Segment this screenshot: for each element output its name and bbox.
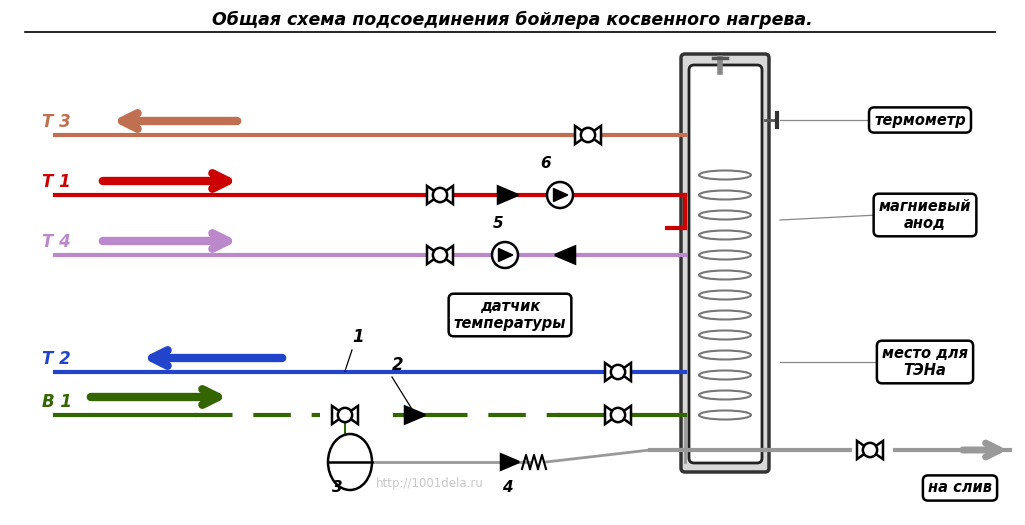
Polygon shape [440,186,453,204]
Circle shape [433,248,447,262]
Circle shape [492,242,518,268]
Text: Общая схема подсоединения бойлера косвенного нагрева.: Общая схема подсоединения бойлера косвен… [211,11,813,29]
FancyBboxPatch shape [689,65,762,463]
Text: Т 1: Т 1 [42,173,71,191]
Text: 6: 6 [540,156,550,171]
Text: 5: 5 [493,216,503,231]
Circle shape [863,443,877,457]
Text: термометр: термометр [874,112,966,128]
Polygon shape [427,186,440,204]
Text: 1: 1 [352,328,364,346]
Polygon shape [618,363,631,381]
Polygon shape [575,126,588,144]
Ellipse shape [328,434,372,490]
Polygon shape [857,441,870,459]
Polygon shape [427,246,440,264]
Text: место для
ТЭНа: место для ТЭНа [882,346,968,378]
Polygon shape [605,406,618,424]
Text: 4: 4 [502,480,512,495]
Text: датчик
температуры: датчик температуры [454,299,566,331]
Polygon shape [588,126,601,144]
Polygon shape [332,406,345,424]
Polygon shape [498,248,512,261]
FancyBboxPatch shape [681,54,769,472]
Circle shape [338,408,353,422]
Polygon shape [554,188,568,202]
Circle shape [611,365,625,379]
Circle shape [433,188,447,202]
Text: В 1: В 1 [42,393,72,411]
Text: http://1001dela.ru: http://1001dela.ru [376,477,484,489]
Text: 2: 2 [392,356,404,374]
Polygon shape [555,247,575,264]
Circle shape [611,408,625,422]
Polygon shape [870,441,883,459]
Polygon shape [618,406,631,424]
Text: на слив: на слив [928,480,992,496]
Polygon shape [345,406,358,424]
Polygon shape [405,406,425,424]
Circle shape [581,128,596,142]
Circle shape [547,182,573,208]
Polygon shape [501,454,519,470]
Polygon shape [498,186,518,204]
Polygon shape [440,246,453,264]
Text: 3: 3 [332,480,342,495]
Polygon shape [605,363,618,381]
Text: Т 4: Т 4 [42,233,71,251]
Text: Т 2: Т 2 [42,350,71,368]
Text: Т 3: Т 3 [42,113,71,131]
Text: магниевый
анод: магниевый анод [878,199,972,231]
